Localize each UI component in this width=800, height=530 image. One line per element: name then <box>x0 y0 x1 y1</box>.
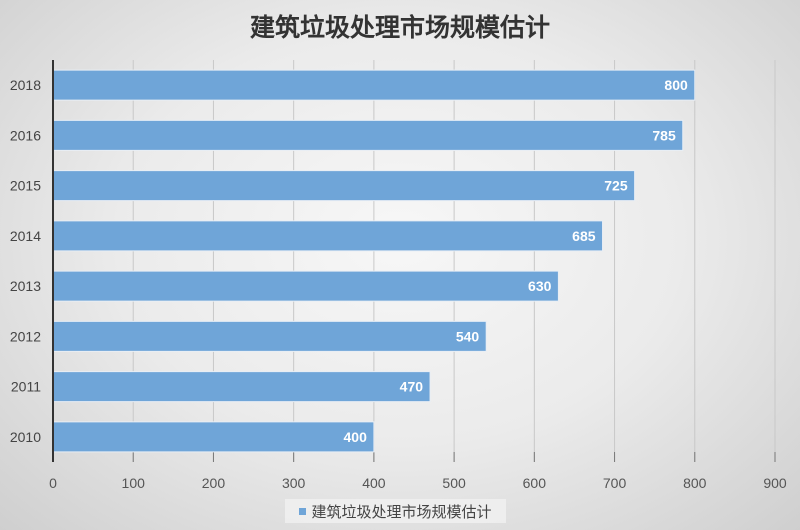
data-label: 800 <box>664 77 688 93</box>
data-label: 785 <box>652 127 676 143</box>
data-label: 725 <box>604 178 628 194</box>
x-tick-label: 800 <box>683 475 707 491</box>
chart-title: 建筑垃圾处理市场规模估计 <box>249 13 550 42</box>
y-tick-label: 2016 <box>10 127 41 143</box>
bar <box>52 119 684 151</box>
y-tick-label: 2013 <box>10 278 41 294</box>
x-tick-label: 300 <box>282 475 306 491</box>
legend-swatch <box>299 507 307 515</box>
x-tick-label: 900 <box>763 475 787 491</box>
y-tick-label: 2010 <box>10 429 41 445</box>
legend-label: 建筑垃圾处理市场规模估计 <box>311 502 492 521</box>
data-label: 630 <box>528 278 552 294</box>
y-tick-label: 2012 <box>10 328 41 344</box>
bar <box>52 421 375 453</box>
x-tick-label: 0 <box>49 475 57 491</box>
y-tick-label: 2015 <box>10 178 41 194</box>
x-tick-label: 600 <box>523 475 547 491</box>
data-label: 400 <box>344 429 368 445</box>
x-tick-label: 400 <box>362 475 386 491</box>
bar <box>52 220 604 252</box>
bar <box>52 270 559 302</box>
x-tick-label: 700 <box>603 475 627 491</box>
data-label: 540 <box>456 328 480 344</box>
bar <box>52 170 636 202</box>
x-tick-label: 100 <box>122 475 146 491</box>
x-tick-label: 200 <box>202 475 226 491</box>
legend[interactable]: 建筑垃圾处理市场规模估计 <box>285 499 506 523</box>
y-tick-label: 2014 <box>10 228 41 244</box>
data-label: 685 <box>572 228 596 244</box>
bar <box>52 69 696 101</box>
y-tick-label: 2018 <box>10 77 41 93</box>
data-label: 470 <box>400 379 424 395</box>
x-tick-label: 500 <box>442 475 466 491</box>
bar <box>52 320 487 352</box>
y-tick-label: 2011 <box>11 379 41 395</box>
bar <box>52 371 431 403</box>
